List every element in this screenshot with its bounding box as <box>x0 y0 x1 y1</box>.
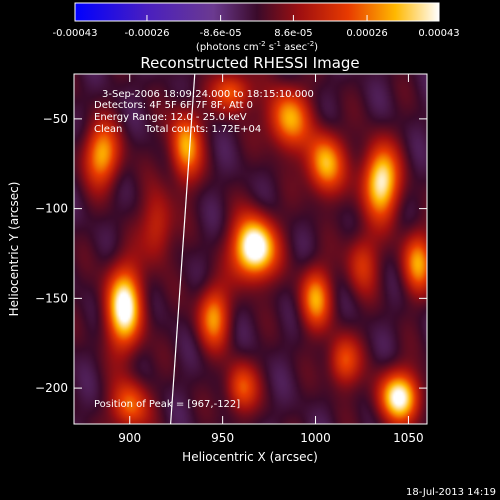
footer-timestamp: 18-Jul-2013 14:19 <box>406 487 496 498</box>
colorbar-tick-label: -8.6e-05 <box>200 28 242 39</box>
x-axis-label: Heliocentric X (arcsec) <box>182 450 318 464</box>
annotation-clean: Clean <box>94 124 122 135</box>
x-tick-label: 1050 <box>393 431 424 445</box>
x-tick-label: 1000 <box>300 431 331 445</box>
annotation-detectors: Detectors: 4F 5F 6F 7F 8F, Att 0 <box>94 100 253 111</box>
colorbar-tick-label: -0.00043 <box>53 28 98 39</box>
colorbar-tick-label: 8.6e-05 <box>274 28 312 39</box>
colorbar-gradient <box>74 2 440 22</box>
colorbar-tick-label: -0.00026 <box>124 28 169 39</box>
x-tick-label: 900 <box>118 431 141 445</box>
solar-limb-curve <box>170 74 196 424</box>
colorbar: -0.00043 -0.00026 -8.6e-05 8.6e-05 0.00026 0.… <box>53 2 460 53</box>
y-tick-label: −200 <box>35 381 68 395</box>
heatmap-image <box>74 74 427 424</box>
annotation-time: 3-Sep-2006 18:09:24.000 to 18:15:10.000 <box>102 89 314 100</box>
colorbar-tick-label: 0.00043 <box>418 28 459 39</box>
annotation-energy: Energy Range: 12.0 - 25.0 keV <box>94 112 247 123</box>
colorbar-units: (photons cm-2 s-1 asec-2) <box>196 40 318 53</box>
y-tick-label: −100 <box>35 202 68 216</box>
annotation-counts: Total counts: 1.72E+04 <box>144 124 261 135</box>
annotation-block: 3-Sep-2006 18:09:24.000 to 18:15:10.000 … <box>94 89 314 410</box>
x-tick-label: 950 <box>211 431 234 445</box>
annotation-peak: Position of Peak = [967,-122] <box>94 399 240 410</box>
y-tick-label: −150 <box>35 291 68 305</box>
chart-title: Reconstructed RHESSI Image <box>140 54 359 72</box>
y-tick-label: −50 <box>43 112 68 126</box>
y-axis-label: Heliocentric Y (arcsec) <box>7 182 21 317</box>
colorbar-tick-label: 0.00026 <box>346 28 387 39</box>
plot-frame <box>73 73 428 425</box>
